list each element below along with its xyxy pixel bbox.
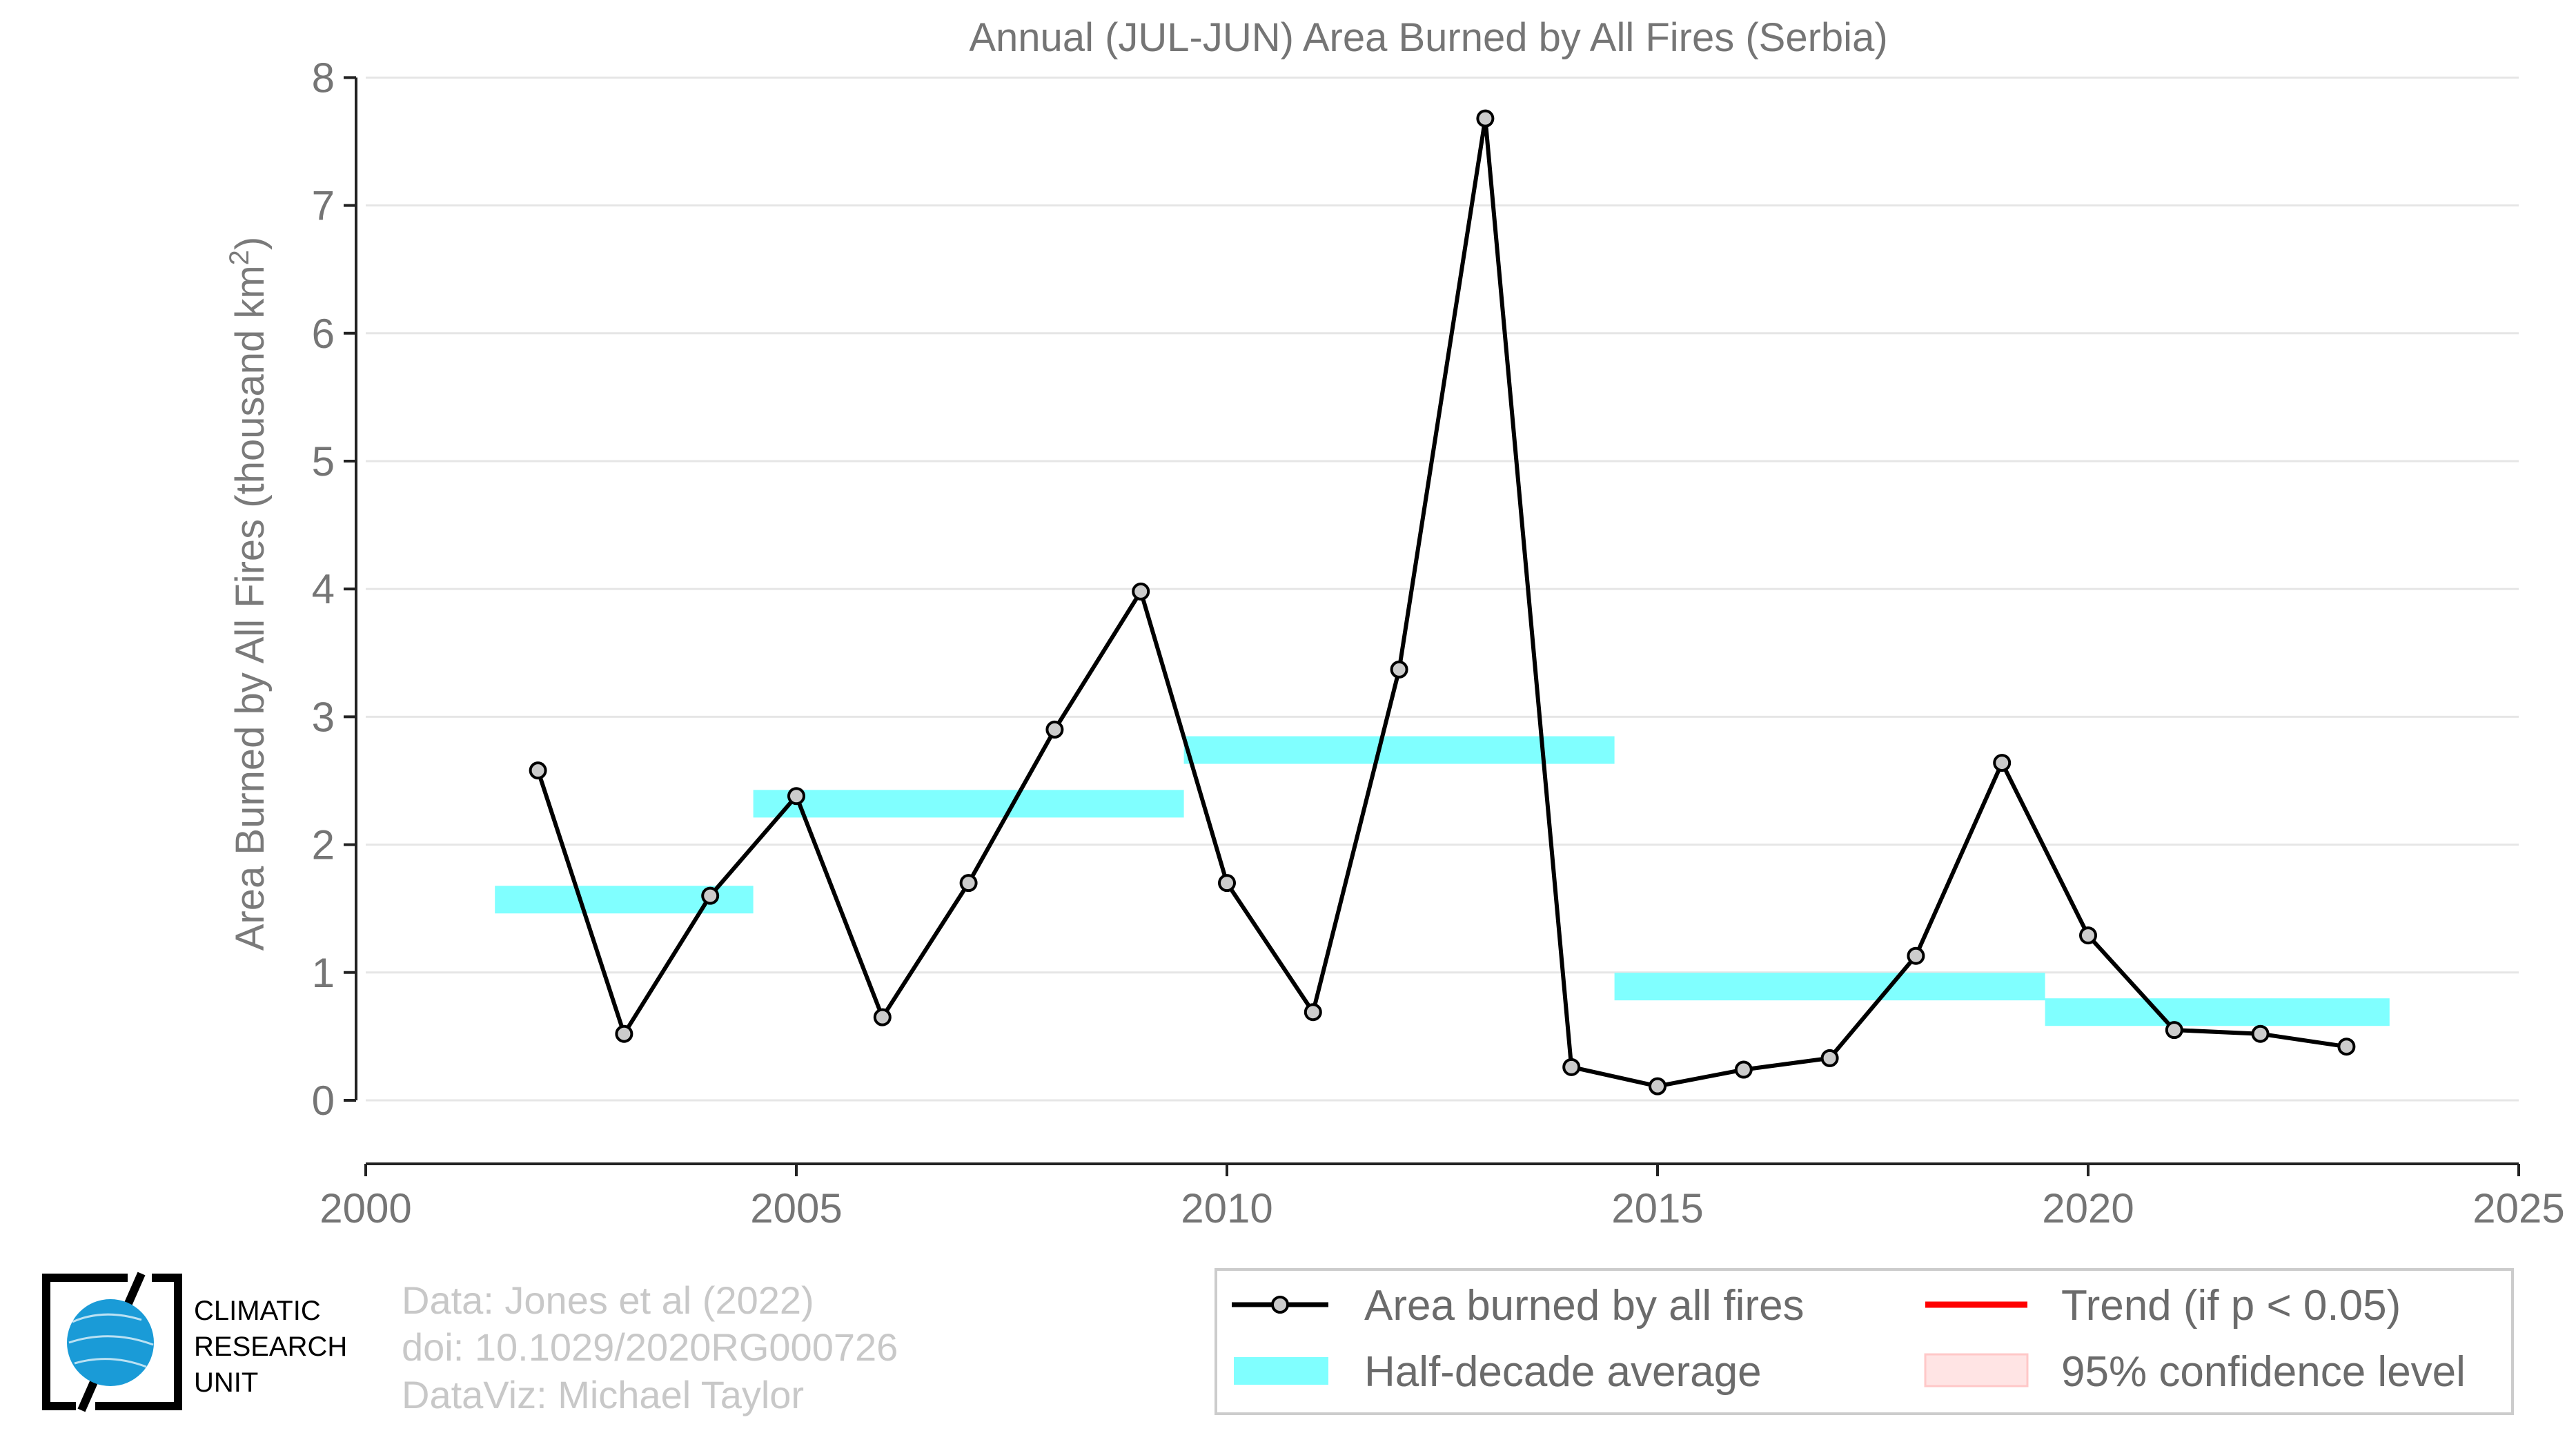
legend-label-area-burned: Area burned by all fires bbox=[1364, 1282, 1805, 1330]
series-area-burned bbox=[529, 109, 2356, 1095]
half-decade-band bbox=[1614, 973, 2045, 1001]
data-point bbox=[959, 874, 978, 893]
x-tick-label: 2010 bbox=[1181, 1185, 1272, 1231]
y-axis: 0 1 2 3 4 5 6 7 8 bbox=[312, 55, 357, 1124]
data-point bbox=[615, 1024, 633, 1043]
logo-bracket-right bbox=[95, 1274, 182, 1410]
credit-doi: doi: 10.1029/2020RG000726 bbox=[402, 1325, 898, 1369]
x-tick-label: 2020 bbox=[2042, 1185, 2134, 1231]
data-point bbox=[1562, 1058, 1581, 1076]
data-point bbox=[1304, 1003, 1322, 1022]
globe-icon bbox=[67, 1299, 154, 1386]
legend-swatch-half-decade bbox=[1234, 1357, 1328, 1385]
legend-label-confidence: 95% confidence level bbox=[2061, 1348, 2466, 1396]
data-point bbox=[1476, 109, 1495, 128]
half-decade-band bbox=[1183, 736, 1615, 764]
data-point bbox=[2251, 1024, 2270, 1043]
legend-frame bbox=[1215, 1268, 2514, 1415]
y-tick-label: 2 bbox=[312, 822, 335, 868]
data-point bbox=[529, 761, 547, 780]
y-tick-label: 7 bbox=[312, 183, 335, 229]
globe-contour-icon bbox=[68, 1313, 154, 1368]
cru-logo: CLIMATIC RESEARCH UNIT bbox=[42, 1272, 347, 1412]
credits: Data: Jones et al (2022) doi: 10.1029/20… bbox=[402, 1278, 898, 1416]
y-tick-label: 0 bbox=[312, 1078, 335, 1124]
logo-text-unit: UNIT bbox=[194, 1367, 258, 1398]
half-decade-band bbox=[753, 790, 1184, 818]
x-tick-label: 2000 bbox=[319, 1185, 411, 1231]
logo-bracket-left bbox=[42, 1274, 128, 1410]
x-tick-label: 2005 bbox=[750, 1185, 842, 1231]
data-point bbox=[1907, 946, 1925, 965]
x-tick-label: 2015 bbox=[1611, 1185, 1703, 1231]
y-tick-label: 4 bbox=[312, 566, 335, 612]
data-point bbox=[873, 1008, 892, 1026]
data-point bbox=[1390, 660, 1408, 679]
y-tick-label: 6 bbox=[312, 311, 335, 357]
data-point bbox=[1045, 720, 1064, 739]
data-point bbox=[1132, 582, 1150, 601]
y-tick-label: 3 bbox=[312, 694, 335, 740]
data-point bbox=[2165, 1021, 2183, 1040]
data-point bbox=[2337, 1038, 2356, 1056]
series-line bbox=[535, 116, 2347, 1089]
x-axis: 2000 2005 2010 2015 2020 2025 bbox=[319, 1162, 2565, 1231]
legend-label-trend: Trend (if p < 0.05) bbox=[2061, 1282, 2401, 1330]
y-axis-label-superscript: 2 bbox=[224, 250, 255, 265]
credit-dataviz: DataViz: Michael Taylor bbox=[402, 1373, 804, 1416]
data-point bbox=[1820, 1049, 1839, 1067]
chart-title: Annual (JUL-JUN) Area Burned by All Fire… bbox=[969, 15, 1887, 60]
credit-data: Data: Jones et al (2022) bbox=[402, 1278, 814, 1322]
logo-text-research: RESEARCH bbox=[194, 1332, 347, 1362]
legend-swatch-confidence bbox=[1924, 1353, 2029, 1387]
gridlines bbox=[366, 76, 2519, 1102]
y-tick-label: 1 bbox=[312, 950, 335, 996]
y-tick-label: 8 bbox=[312, 55, 335, 101]
data-point bbox=[1649, 1077, 1666, 1095]
legend: Area burned by all fires Trend (if p < 0… bbox=[1215, 1268, 2514, 1415]
y-tick-label: 5 bbox=[312, 438, 335, 485]
logo-text-climatic: CLIMATIC bbox=[194, 1296, 321, 1326]
data-point bbox=[701, 886, 720, 905]
data-point bbox=[787, 787, 805, 806]
half-decade-bands bbox=[495, 736, 2390, 1026]
legend-label-half-decade: Half-decade average bbox=[1364, 1348, 1762, 1396]
data-point bbox=[2079, 926, 2097, 945]
data-point bbox=[1734, 1060, 1753, 1079]
half-decade-band bbox=[2045, 998, 2390, 1026]
data-point bbox=[1993, 754, 2012, 772]
legend-marker-area-burned bbox=[1271, 1296, 1289, 1314]
x-tick-label: 2025 bbox=[2472, 1185, 2564, 1231]
data-point bbox=[1218, 874, 1236, 893]
y-axis-label: Area Burned by All Fires (thousand km2) bbox=[224, 237, 273, 951]
